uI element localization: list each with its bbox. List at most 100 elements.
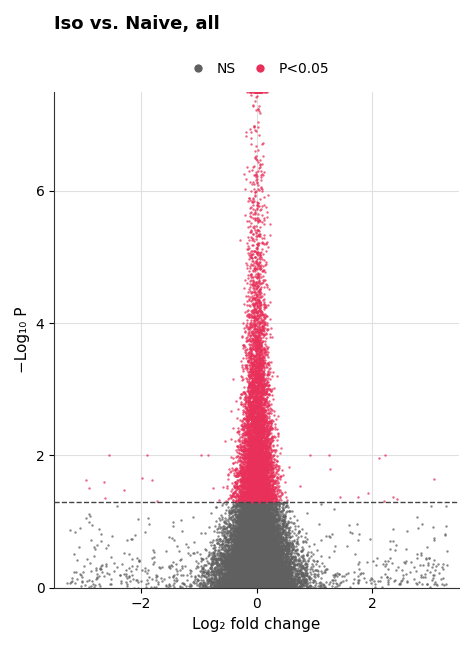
Point (269, 543, 277, 553)
Point (263, 539, 270, 549)
Point (246, 576, 254, 586)
Point (289, 564, 297, 574)
Point (68, 576, 76, 586)
Point (253, 463, 261, 474)
Point (276, 582, 283, 593)
Point (280, 564, 287, 574)
Point (245, 324, 253, 334)
Point (242, 539, 250, 549)
Point (261, 380, 268, 390)
Point (248, 272, 256, 282)
Point (250, 539, 257, 549)
Point (262, 539, 270, 549)
Point (248, 538, 256, 548)
Point (258, 571, 266, 581)
Point (233, 565, 241, 576)
Point (256, 473, 264, 483)
Point (243, 291, 250, 302)
Point (268, 490, 276, 501)
Point (210, 577, 218, 587)
Point (258, 454, 265, 465)
Point (237, 553, 245, 563)
Point (256, 452, 264, 462)
Point (248, 526, 256, 536)
Point (250, 576, 258, 586)
Point (260, 560, 268, 570)
Point (252, 558, 259, 569)
Point (245, 422, 252, 432)
Point (221, 576, 228, 586)
Point (253, 452, 261, 462)
Point (255, 416, 263, 426)
Point (251, 568, 259, 578)
Point (284, 576, 292, 586)
Point (241, 537, 248, 547)
Point (240, 423, 248, 433)
Point (249, 476, 256, 486)
Point (253, 569, 260, 579)
Point (292, 555, 300, 565)
Point (242, 525, 250, 535)
Point (218, 544, 225, 554)
Point (258, 503, 265, 513)
Point (273, 580, 281, 591)
Point (266, 466, 274, 477)
Point (255, 472, 263, 483)
Point (246, 470, 253, 481)
Point (267, 503, 274, 514)
Point (274, 548, 282, 558)
Point (256, 340, 264, 350)
Point (250, 543, 258, 553)
Point (248, 481, 255, 491)
Point (234, 509, 242, 520)
Point (235, 567, 243, 578)
Point (273, 561, 281, 571)
Point (249, 565, 256, 576)
Point (275, 582, 283, 593)
Point (251, 507, 259, 518)
Point (246, 520, 254, 530)
Point (264, 565, 271, 575)
Point (258, 582, 265, 592)
Point (246, 442, 254, 452)
Point (254, 428, 261, 439)
Point (271, 494, 278, 505)
Point (230, 576, 238, 586)
Point (257, 536, 264, 547)
Point (258, 321, 266, 331)
Point (245, 501, 252, 512)
Point (257, 466, 265, 477)
Point (250, 499, 258, 509)
Point (246, 524, 254, 534)
Point (265, 438, 273, 448)
Point (233, 571, 240, 582)
Point (248, 527, 256, 538)
Point (244, 505, 251, 515)
Point (241, 472, 248, 482)
Point (235, 571, 243, 582)
Point (258, 354, 266, 364)
Point (214, 581, 222, 591)
Point (257, 573, 264, 583)
Point (249, 493, 256, 503)
Point (258, 403, 266, 413)
Point (104, 567, 111, 578)
Point (255, 547, 263, 558)
Point (284, 562, 292, 572)
Point (268, 531, 276, 541)
Point (301, 576, 309, 587)
Point (260, 532, 268, 543)
Point (281, 550, 289, 560)
Point (257, 571, 265, 582)
Point (262, 561, 269, 571)
Point (232, 571, 240, 581)
Point (255, 511, 263, 521)
Point (249, 554, 256, 565)
Point (253, 575, 261, 585)
Point (270, 514, 277, 525)
Point (227, 571, 234, 582)
Point (244, 523, 252, 534)
Point (259, 505, 267, 515)
Point (252, 351, 259, 361)
Point (223, 582, 231, 592)
